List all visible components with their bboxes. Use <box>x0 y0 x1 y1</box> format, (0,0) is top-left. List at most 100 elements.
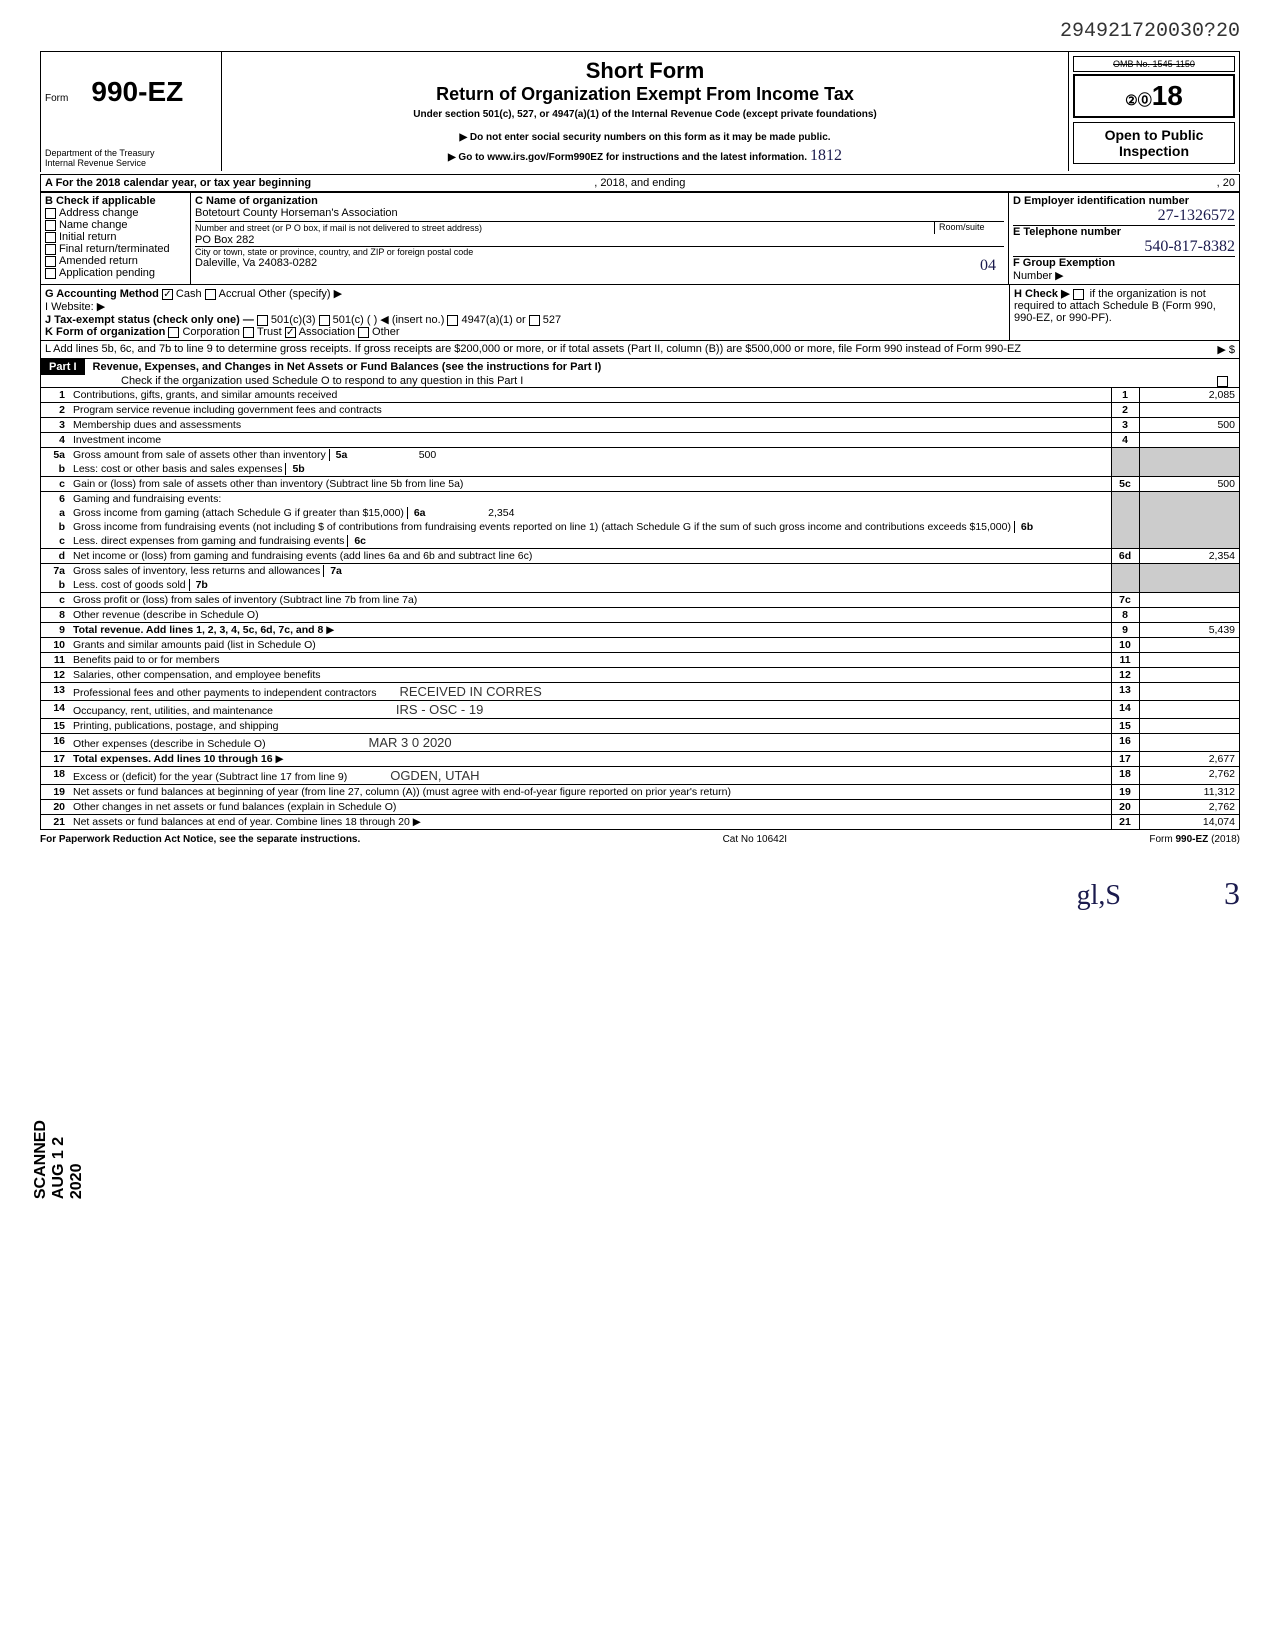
line10-val <box>1139 638 1239 653</box>
line10-text: Grants and similar amounts paid (list in… <box>69 638 1111 653</box>
stamp-received: RECEIVED IN CORRES <box>399 684 541 699</box>
line6d-text: Net income or (loss) from gaming and fun… <box>69 549 1111 564</box>
line6c-text: Less. direct expenses from gaming and fu… <box>73 535 344 547</box>
dept-irs: Internal Revenue Service <box>45 158 217 168</box>
cb-part1[interactable] <box>1217 376 1228 387</box>
title-desc2: ▶ Do not enter social security numbers o… <box>228 132 1062 143</box>
scanned-stamp: SCANNED AUG 1 2 2020 <box>32 1120 86 1199</box>
cb-corp[interactable] <box>168 327 179 338</box>
line-l-text: L Add lines 5b, 6c, and 7b to line 9 to … <box>45 343 1021 355</box>
line6d-val: 2,354 <box>1139 549 1239 564</box>
omb-number: OMB No. 1545-1150 <box>1073 56 1235 72</box>
tax-year: ②⓪201818 <box>1073 74 1235 118</box>
cb-final-return[interactable]: Final return/terminated <box>45 243 186 255</box>
cb-address-change[interactable]: Address change <box>45 207 186 219</box>
title-main: Return of Organization Exempt From Incom… <box>228 84 1062 105</box>
line14-text: Occupancy, rent, utilities, and maintena… <box>73 705 273 717</box>
page-num-hand: 3 <box>1224 875 1240 911</box>
dept-treasury: Department of the Treasury <box>45 148 217 158</box>
section-f-label: F Group Exemption <box>1013 257 1115 269</box>
line17-val: 2,677 <box>1139 752 1239 767</box>
line7c-text: Gross profit or (loss) from sales of inv… <box>69 593 1111 608</box>
line19-val: 11,312 <box>1139 785 1239 800</box>
cb-name-change[interactable]: Name change <box>45 219 186 231</box>
section-b-header: B Check if applicable <box>45 195 156 207</box>
line16-text: Other expenses (describe in Schedule O) <box>73 738 266 750</box>
line12-text: Salaries, other compensation, and employ… <box>69 668 1111 683</box>
phone-value: 540-817-8382 <box>1013 238 1235 257</box>
part1-checkline: Check if the organization used Schedule … <box>121 375 523 387</box>
stamp-irs: IRS - OSC - 19 <box>396 702 483 717</box>
section-a-end: , 20 <box>1217 177 1235 189</box>
handwritten-04: 04 <box>980 257 996 275</box>
line18-text: Excess or (deficit) for the year (Subtra… <box>73 771 347 783</box>
line15-text: Printing, publications, postage, and shi… <box>69 719 1111 734</box>
line21-val: 14,074 <box>1139 815 1239 830</box>
line2-text: Program service revenue including govern… <box>69 403 1111 418</box>
line5b-text: Less: cost or other basis and sales expe… <box>73 463 283 475</box>
cb-assoc[interactable] <box>285 327 296 338</box>
line5c-text: Gain or (loss) from sale of assets other… <box>69 477 1111 492</box>
form-number: 990-EZ <box>91 76 183 107</box>
line-l-arrow: ▶ $ <box>1217 343 1235 356</box>
footer-mid: Cat No 10642I <box>723 834 788 845</box>
line5a-val: 500 <box>356 449 436 461</box>
cb-amended[interactable]: Amended return <box>45 255 186 267</box>
cb-initial-return[interactable]: Initial return <box>45 231 186 243</box>
cb-accrual[interactable] <box>205 289 216 300</box>
org-name: Botetourt County Horseman's Association <box>195 207 1004 222</box>
addr-label: Number and street (or P O box, if mail i… <box>195 223 482 233</box>
cb-501c3[interactable] <box>257 315 268 326</box>
stamp-date: MAR 3 0 2020 <box>369 735 452 750</box>
line1-val: 2,085 <box>1139 388 1239 403</box>
line11-text: Benefits paid to or for members <box>69 653 1111 668</box>
cb-501c[interactable] <box>319 315 330 326</box>
title-desc1: Under section 501(c), 527, or 4947(a)(1)… <box>228 109 1062 120</box>
line8-text: Other revenue (describe in Schedule O) <box>69 608 1111 623</box>
cb-h[interactable] <box>1073 289 1084 300</box>
cb-cash[interactable] <box>162 289 173 300</box>
line17-text: Total expenses. Add lines 10 through 16 <box>73 753 273 765</box>
line3-text: Membership dues and assessments <box>69 418 1111 433</box>
line19-text: Net assets or fund balances at beginning… <box>69 785 1111 800</box>
line2-val <box>1139 403 1239 418</box>
cb-trust[interactable] <box>243 327 254 338</box>
cb-4947[interactable] <box>447 315 458 326</box>
line5c-val: 500 <box>1139 477 1239 492</box>
section-d-label: D Employer identification number <box>1013 195 1189 207</box>
line6-text: Gaming and fundraising events: <box>69 492 1111 507</box>
city-label: City or town, state or province, country… <box>195 247 1004 257</box>
section-c-header: C Name of organization <box>195 195 318 207</box>
line8-val <box>1139 608 1239 623</box>
cb-pending[interactable]: Application pending <box>45 267 186 279</box>
tax-exempt-label: J Tax-exempt status (check only one) — <box>45 314 254 326</box>
line7c-val <box>1139 593 1239 608</box>
top-right-number: 294921720030?20 <box>40 20 1240 43</box>
ein-value: 27-1326572 <box>1013 207 1235 226</box>
org-addr: PO Box 282 <box>195 234 1004 247</box>
part1-header: Part I <box>41 359 85 375</box>
accounting-label: G Accounting Method <box>45 288 159 300</box>
website-label: I Website: ▶ <box>45 300 1005 313</box>
line3-val: 500 <box>1139 418 1239 433</box>
stamp-ogden: OGDEN, UTAH <box>390 768 479 783</box>
handwritten-1812: 1812 <box>810 147 842 164</box>
cb-other[interactable] <box>358 327 369 338</box>
line1-text: Contributions, gifts, grants, and simila… <box>69 388 1111 403</box>
footer-right: Form 990-EZ (2018) <box>1149 834 1240 845</box>
title-desc3: ▶ Go to www.irs.gov/Form990EZ for instru… <box>448 152 807 163</box>
cb-527[interactable] <box>529 315 540 326</box>
inspection: Inspection <box>1078 143 1230 159</box>
line13-text: Professional fees and other payments to … <box>73 687 377 699</box>
section-h-label: H Check ▶ <box>1014 288 1070 300</box>
line4-val <box>1139 433 1239 448</box>
part1-title: Revenue, Expenses, and Changes in Net As… <box>93 361 602 373</box>
footer-left: For Paperwork Reduction Act Notice, see … <box>40 834 360 845</box>
line18-val: 2,762 <box>1139 767 1239 785</box>
line20-val: 2,762 <box>1139 800 1239 815</box>
line9-text: Total revenue. Add lines 1, 2, 3, 4, 5c,… <box>73 624 323 636</box>
section-e-label: E Telephone number <box>1013 226 1121 238</box>
line6a-text: Gross income from gaming (attach Schedul… <box>73 507 404 519</box>
open-public: Open to Public <box>1078 127 1230 143</box>
line6a-val: 2,354 <box>434 507 514 519</box>
